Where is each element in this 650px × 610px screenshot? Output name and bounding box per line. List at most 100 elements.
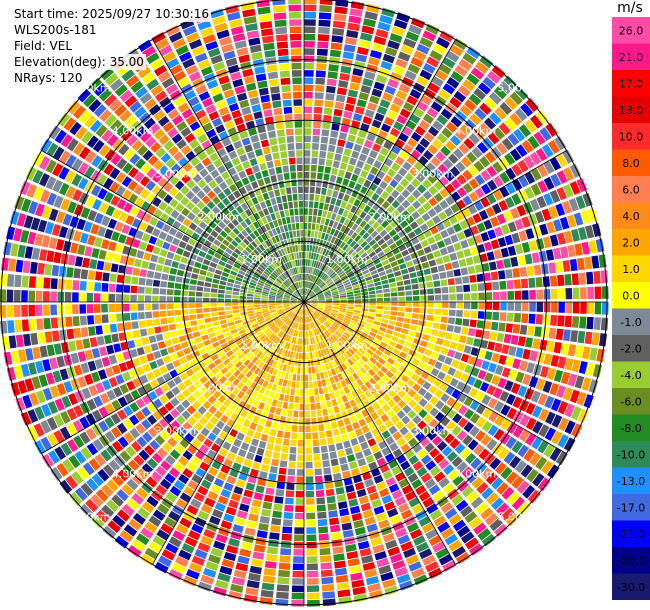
velocity-gate [261,297,268,301]
velocity-gate [340,224,347,233]
velocity-gate [367,438,377,447]
velocity-gate [549,382,560,396]
velocity-gate [463,284,471,292]
velocity-gate [469,425,480,438]
velocity-gate [320,333,326,340]
velocity-gate [340,124,350,133]
velocity-gate [237,256,245,263]
velocity-gate [147,327,155,336]
velocity-gate [231,157,241,166]
velocity-gate [266,442,274,451]
velocity-gate [225,350,234,358]
velocity-gate [480,169,492,182]
velocity-gate [55,211,66,224]
velocity-gate [306,308,310,315]
velocity-gate [383,361,392,370]
velocity-gate [345,203,353,211]
velocity-gate [248,315,256,320]
velocity-gate [439,271,447,279]
velocity-gate [300,389,304,396]
velocity-gate [401,484,413,495]
velocity-gate [251,323,259,329]
velocity-gate [225,263,233,270]
velocity-gate [529,289,536,300]
velocity-gate [496,142,508,155]
velocity-gate [382,393,392,403]
velocity-gate [126,134,138,147]
velocity-gate [172,431,183,442]
velocity-gate [560,371,571,385]
velocity-gate [345,141,354,150]
velocity-gate [283,316,289,323]
velocity-gate [286,475,295,483]
velocity-gate [324,422,332,431]
velocity-gate [325,93,335,101]
velocity-gate [359,317,367,322]
velocity-gate [65,279,73,290]
velocity-gate [367,368,376,377]
velocity-gate [291,253,295,260]
velocity-gate [288,277,293,284]
velocity-gate [326,226,332,234]
velocity-gate [304,389,309,396]
velocity-gate [271,286,278,291]
velocity-gate [332,27,345,36]
velocity-gate [323,322,330,329]
velocity-gate [528,313,536,324]
velocity-gate [308,215,313,223]
velocity-gate [238,342,246,349]
velocity-gate [347,306,354,310]
velocity-gate [300,374,304,382]
velocity-gate [253,367,261,375]
velocity-gate [339,309,346,313]
velocity-gate [191,206,201,216]
velocity-gate [318,365,323,373]
velocity-gate [267,71,279,80]
velocity-gate [387,546,401,557]
velocity-gate [232,524,244,534]
velocity-gate [333,237,340,245]
velocity-gate [116,198,127,210]
velocity-gate [250,251,258,259]
velocity-gate [131,539,146,552]
velocity-gate [359,547,372,557]
velocity-gate [325,330,331,337]
velocity-gate [465,257,474,266]
velocity-gate [73,327,82,339]
velocity-gate [84,373,94,386]
velocity-gate [161,273,169,281]
velocity-gate [436,37,450,49]
velocity-gate [511,193,522,206]
velocity-gate [380,60,393,71]
velocity-gate [346,237,354,246]
velocity-gate [191,473,203,484]
velocity-gate [499,312,507,322]
velocity-gate [537,393,548,406]
velocity-gate [421,522,435,534]
velocity-gate [382,403,391,413]
velocity-gate [498,322,506,332]
velocity-gate [362,561,376,571]
velocity-gate [369,149,379,159]
velocity-gate [274,114,284,123]
velocity-gate [189,427,199,438]
velocity-gate [265,553,278,562]
velocity-gate [306,323,309,331]
velocity-gate [21,319,30,332]
velocity-gate [169,352,178,361]
velocity-gate [477,349,486,359]
velocity-gate [549,156,562,171]
velocity-gate [233,263,241,269]
velocity-gate [251,196,259,205]
velocity-gate [489,331,498,341]
velocity-gate [80,482,94,497]
velocity-gate [79,280,87,291]
velocity-gate [456,430,468,441]
velocity-gate [29,392,40,406]
velocity-gate [132,512,146,525]
velocity-gate [416,43,430,55]
velocity-gate [321,187,327,196]
velocity-gate [410,373,420,382]
velocity-gate [239,305,247,309]
velocity-gate [316,279,322,285]
